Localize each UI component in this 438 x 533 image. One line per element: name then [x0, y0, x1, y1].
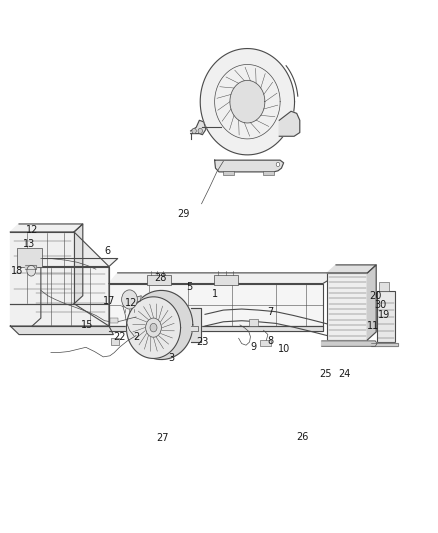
- Bar: [147, 275, 171, 285]
- FancyBboxPatch shape: [17, 248, 42, 266]
- Text: 22: 22: [113, 332, 126, 342]
- Bar: [214, 275, 238, 285]
- Circle shape: [150, 324, 157, 332]
- Circle shape: [122, 290, 138, 309]
- Bar: [249, 319, 258, 326]
- Text: 7: 7: [267, 306, 274, 317]
- Polygon shape: [74, 232, 109, 326]
- Text: 9: 9: [251, 342, 257, 352]
- Polygon shape: [321, 341, 377, 346]
- Circle shape: [192, 128, 196, 134]
- Text: 20: 20: [369, 290, 381, 301]
- Polygon shape: [367, 265, 376, 340]
- Bar: [110, 318, 118, 324]
- Polygon shape: [127, 297, 180, 359]
- Circle shape: [27, 265, 35, 276]
- Polygon shape: [122, 296, 141, 306]
- Polygon shape: [32, 266, 109, 326]
- Text: 13: 13: [23, 239, 35, 249]
- Bar: [261, 340, 272, 346]
- Bar: [377, 292, 396, 342]
- Bar: [223, 171, 234, 175]
- Polygon shape: [25, 265, 36, 269]
- Bar: [379, 282, 389, 292]
- Bar: [327, 273, 367, 340]
- Polygon shape: [32, 259, 41, 326]
- Polygon shape: [130, 290, 193, 360]
- Text: 28: 28: [154, 273, 166, 283]
- Circle shape: [198, 128, 202, 134]
- Polygon shape: [11, 224, 83, 232]
- Polygon shape: [74, 224, 83, 304]
- Text: 30: 30: [374, 300, 387, 310]
- Bar: [263, 171, 274, 175]
- Polygon shape: [215, 160, 284, 172]
- Text: 23: 23: [196, 337, 208, 347]
- Text: 18: 18: [11, 266, 23, 276]
- Text: 19: 19: [378, 310, 390, 320]
- Polygon shape: [11, 326, 113, 335]
- Circle shape: [146, 318, 161, 337]
- Polygon shape: [327, 265, 376, 273]
- Polygon shape: [230, 80, 265, 123]
- Circle shape: [276, 163, 280, 166]
- Text: 3: 3: [168, 353, 174, 363]
- Text: 5: 5: [186, 282, 192, 292]
- Text: 25: 25: [320, 369, 332, 379]
- Polygon shape: [109, 326, 323, 332]
- Polygon shape: [109, 284, 323, 326]
- Polygon shape: [11, 304, 109, 326]
- Polygon shape: [279, 111, 300, 136]
- Text: 17: 17: [103, 296, 115, 306]
- Text: 1: 1: [212, 289, 219, 299]
- Text: 12: 12: [125, 297, 137, 308]
- Polygon shape: [11, 232, 74, 304]
- Text: 2: 2: [133, 332, 139, 342]
- Text: 24: 24: [339, 369, 351, 379]
- Polygon shape: [109, 273, 332, 284]
- Text: 26: 26: [296, 432, 308, 442]
- Polygon shape: [191, 326, 198, 332]
- Polygon shape: [32, 259, 118, 266]
- Bar: [111, 338, 120, 345]
- Polygon shape: [191, 308, 201, 342]
- Text: 29: 29: [177, 209, 189, 220]
- Text: 12: 12: [26, 225, 38, 236]
- Text: 10: 10: [279, 344, 291, 354]
- Text: 8: 8: [268, 336, 274, 346]
- Polygon shape: [371, 343, 398, 346]
- Text: 15: 15: [81, 320, 93, 330]
- Polygon shape: [191, 120, 206, 135]
- Text: 6: 6: [105, 246, 111, 255]
- Text: 11: 11: [367, 321, 379, 331]
- Polygon shape: [200, 49, 294, 155]
- Text: 27: 27: [156, 433, 169, 443]
